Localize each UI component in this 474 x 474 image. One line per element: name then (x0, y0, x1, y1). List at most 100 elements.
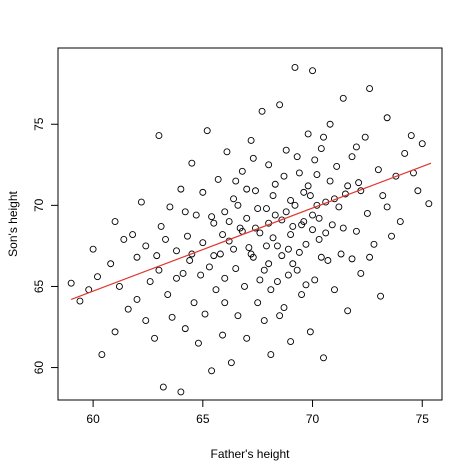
point (309, 226, 316, 234)
point (313, 171, 321, 178)
point (326, 120, 334, 128)
point (315, 235, 323, 243)
point (184, 232, 191, 240)
point (304, 182, 312, 190)
point (300, 188, 308, 196)
x-tick-label: 65 (196, 412, 210, 426)
point (260, 266, 268, 274)
y-axis-title: Son's height (6, 190, 20, 256)
x-axis-title: Father's height (210, 447, 290, 461)
point (258, 107, 266, 115)
point (219, 231, 227, 238)
point (326, 177, 334, 185)
point (370, 240, 378, 248)
point (192, 211, 200, 219)
point (214, 175, 222, 183)
point (164, 291, 172, 299)
point (153, 252, 161, 260)
point (260, 317, 268, 324)
point (335, 203, 343, 211)
point (155, 266, 163, 274)
point (306, 192, 314, 200)
point (199, 239, 207, 247)
point (129, 231, 137, 238)
point (111, 218, 119, 226)
point (230, 195, 237, 203)
point (166, 203, 174, 211)
y-tick-label: 60 (32, 361, 46, 375)
point (298, 291, 306, 299)
y-tick-label: 75 (32, 117, 46, 131)
point (414, 187, 422, 195)
x-tick-label: 75 (416, 412, 430, 426)
point (115, 283, 123, 290)
point (284, 245, 292, 253)
point (278, 252, 286, 260)
x-tick-label: 70 (306, 412, 320, 426)
point (146, 278, 154, 286)
point (133, 295, 141, 303)
point (120, 235, 128, 243)
point (238, 167, 246, 175)
point (379, 192, 387, 200)
point (159, 383, 167, 391)
point (137, 198, 145, 206)
point (234, 312, 242, 320)
point (256, 276, 264, 284)
point (366, 85, 374, 93)
point (273, 242, 281, 250)
point (243, 185, 251, 193)
point (89, 245, 97, 253)
point (199, 188, 207, 196)
point (265, 161, 273, 169)
plot-frame (57, 47, 443, 401)
point (282, 208, 290, 216)
point (219, 331, 227, 339)
point (234, 201, 242, 209)
point (293, 266, 301, 274)
point (320, 133, 327, 141)
point (287, 338, 295, 346)
point (396, 218, 404, 226)
point (401, 149, 409, 157)
point (188, 250, 196, 258)
point (221, 208, 229, 216)
point (216, 250, 224, 258)
point (317, 253, 325, 261)
point (361, 133, 369, 141)
point (293, 153, 301, 161)
point (289, 222, 297, 230)
point (278, 216, 286, 224)
point (254, 299, 262, 307)
point (157, 222, 165, 230)
point (243, 214, 251, 222)
point (151, 334, 158, 342)
point (276, 101, 284, 109)
point (168, 313, 176, 321)
point (363, 210, 371, 217)
point (295, 169, 303, 177)
point (267, 286, 275, 294)
point (249, 154, 257, 162)
point (425, 200, 433, 208)
point (256, 229, 264, 237)
y-tick-label: 70 (32, 198, 46, 212)
point (67, 279, 75, 287)
x-tick-label: 60 (86, 412, 100, 426)
point (324, 257, 332, 264)
point (298, 221, 306, 229)
point (273, 278, 281, 286)
point (311, 276, 319, 284)
point (309, 67, 316, 75)
point (133, 253, 141, 261)
point (181, 208, 189, 216)
point (254, 205, 262, 213)
point (269, 192, 277, 200)
point (124, 305, 132, 313)
point (291, 64, 299, 71)
point (388, 232, 395, 240)
point (302, 240, 310, 248)
point (247, 137, 255, 144)
point (276, 312, 284, 320)
